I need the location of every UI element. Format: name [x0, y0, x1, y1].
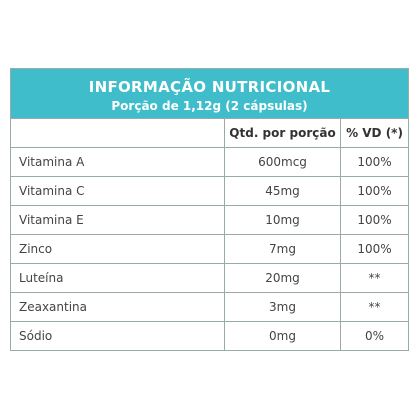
table-row: Vitamina E 10mg 100%: [10, 205, 409, 235]
table-row: Vitamina C 45mg 100%: [10, 176, 409, 206]
table-row: Vitamina A 600mcg 100%: [10, 147, 409, 177]
nutrient-name: Zeaxantina: [10, 292, 225, 322]
subtitle: Porção de 1,12g (2 cápsulas): [111, 99, 308, 113]
table-row: Sódio 0mg 0%: [10, 321, 409, 351]
daily-value: 100%: [340, 176, 409, 206]
daily-value: 100%: [340, 205, 409, 235]
table-row: Zinco 7mg 100%: [10, 234, 409, 264]
daily-value: **: [340, 263, 409, 293]
header: INFORMAÇÃO NUTRICIONAL Porção de 1,12g (…: [10, 68, 409, 118]
amount: 3mg: [224, 292, 341, 322]
amount: 0mg: [224, 321, 341, 351]
amount: 7mg: [224, 234, 341, 264]
nutrition-table: Qtd. por porção % VD (*) Vitamina A 600mc…: [10, 118, 409, 351]
nutrition-panel: INFORMAÇÃO NUTRICIONAL Porção de 1,12g (…: [10, 68, 409, 351]
nutrient-name: Luteína: [10, 263, 225, 293]
amount: 10mg: [224, 205, 341, 235]
nutrient-name: Zinco: [10, 234, 225, 264]
daily-value: 100%: [340, 234, 409, 264]
daily-value: **: [340, 292, 409, 322]
table-row: Zeaxantina 3mg **: [10, 292, 409, 322]
amount: 45mg: [224, 176, 341, 206]
amount: 600mcg: [224, 147, 341, 177]
header-row: Qtd. por porção % VD (*): [10, 118, 409, 148]
nutrient-name: Vitamina C: [10, 176, 225, 206]
nutrient-name: Vitamina A: [10, 147, 225, 177]
daily-value: 0%: [340, 321, 409, 351]
table-row: Luteína 20mg **: [10, 263, 409, 293]
column-header: % VD (*): [340, 118, 409, 148]
column-header: Qtd. por porção: [224, 118, 341, 148]
empty-cell: [10, 118, 225, 148]
nutrient-name: Vitamina E: [10, 205, 225, 235]
title: INFORMAÇÃO NUTRICIONAL: [88, 78, 331, 96]
amount: 20mg: [224, 263, 341, 293]
nutrient-name: Sódio: [10, 321, 225, 351]
daily-value: 100%: [340, 147, 409, 177]
table-body: Qtd. por porção % VD (*) Vitamina A 600mc…: [10, 118, 409, 351]
